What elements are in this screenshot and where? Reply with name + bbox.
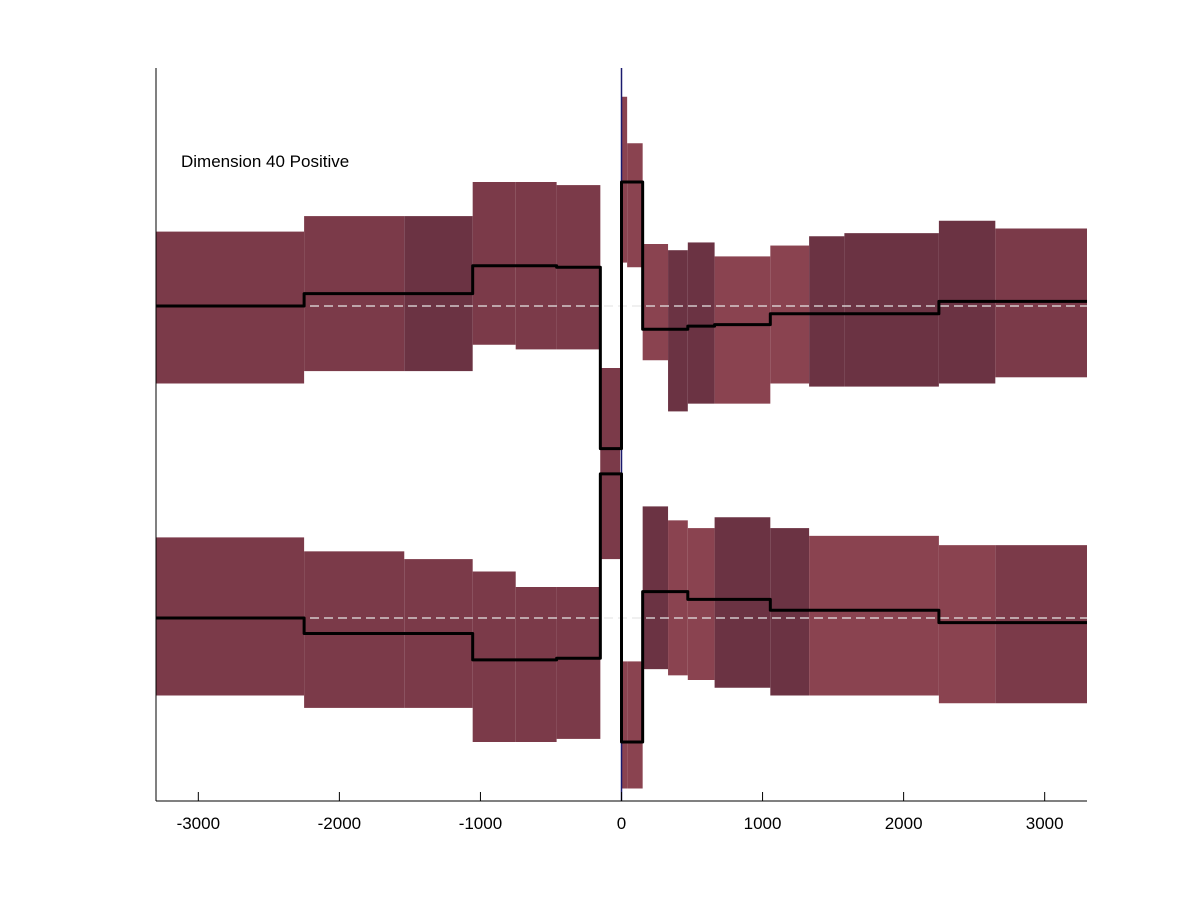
lower-band-segment-4 [515, 587, 557, 742]
lower-band-segment-3 [472, 571, 516, 742]
lower-mean-line [156, 472, 1087, 744]
upper-band-segment-11 [687, 242, 715, 404]
x-tick-label: 3000 [1026, 814, 1064, 833]
x-tick-label: -1000 [459, 814, 502, 833]
chart-annotation: Dimension 40 Positive [181, 152, 349, 171]
lower-band-segment-9 [642, 506, 669, 670]
upper-band-segment-12 [714, 256, 771, 404]
lower-band-segment-5 [556, 587, 601, 739]
upper-band-segment-9 [642, 244, 669, 361]
upper-band-segment-10 [668, 250, 688, 412]
upper-band-segment-3 [472, 182, 516, 345]
lower-band-segment-11 [687, 528, 715, 680]
lower-band-segment-12 [714, 517, 771, 688]
lower-band-segment-0 [156, 537, 305, 696]
lower-band-segment-15 [938, 545, 996, 704]
upper-band-segment-15 [844, 233, 939, 387]
upper-band-segment-17 [995, 228, 1087, 378]
lower-band-segment-16 [995, 545, 1087, 704]
lower-band-segment-1 [304, 551, 405, 708]
x-tick-label: 2000 [885, 814, 923, 833]
x-tick-label: -3000 [177, 814, 220, 833]
lower-band-segment-13 [770, 528, 810, 696]
uncertainty-bands [156, 96, 1087, 789]
x-tick-label: 1000 [744, 814, 782, 833]
upper-band-segment-14 [809, 236, 845, 387]
x-tick-label: 0 [617, 814, 626, 833]
upper-band-segment-8 [627, 143, 643, 268]
lower-band-segment-10 [668, 520, 688, 676]
lower-band-segment-8 [627, 661, 643, 789]
lower-band-segment-14 [809, 535, 939, 696]
x-tick-label: -2000 [318, 814, 361, 833]
mean-lines [156, 180, 1087, 744]
x-axis-ticks: -3000 -2000 -1000 0 1000 2000 3000 [177, 792, 1064, 833]
upper-band-segment-0 [156, 231, 305, 384]
lower-band-segment-7 [621, 661, 628, 789]
lower-band-segment-6 [600, 447, 621, 560]
upper-mean-line [156, 180, 1087, 451]
upper-band-segment-7 [621, 96, 628, 263]
